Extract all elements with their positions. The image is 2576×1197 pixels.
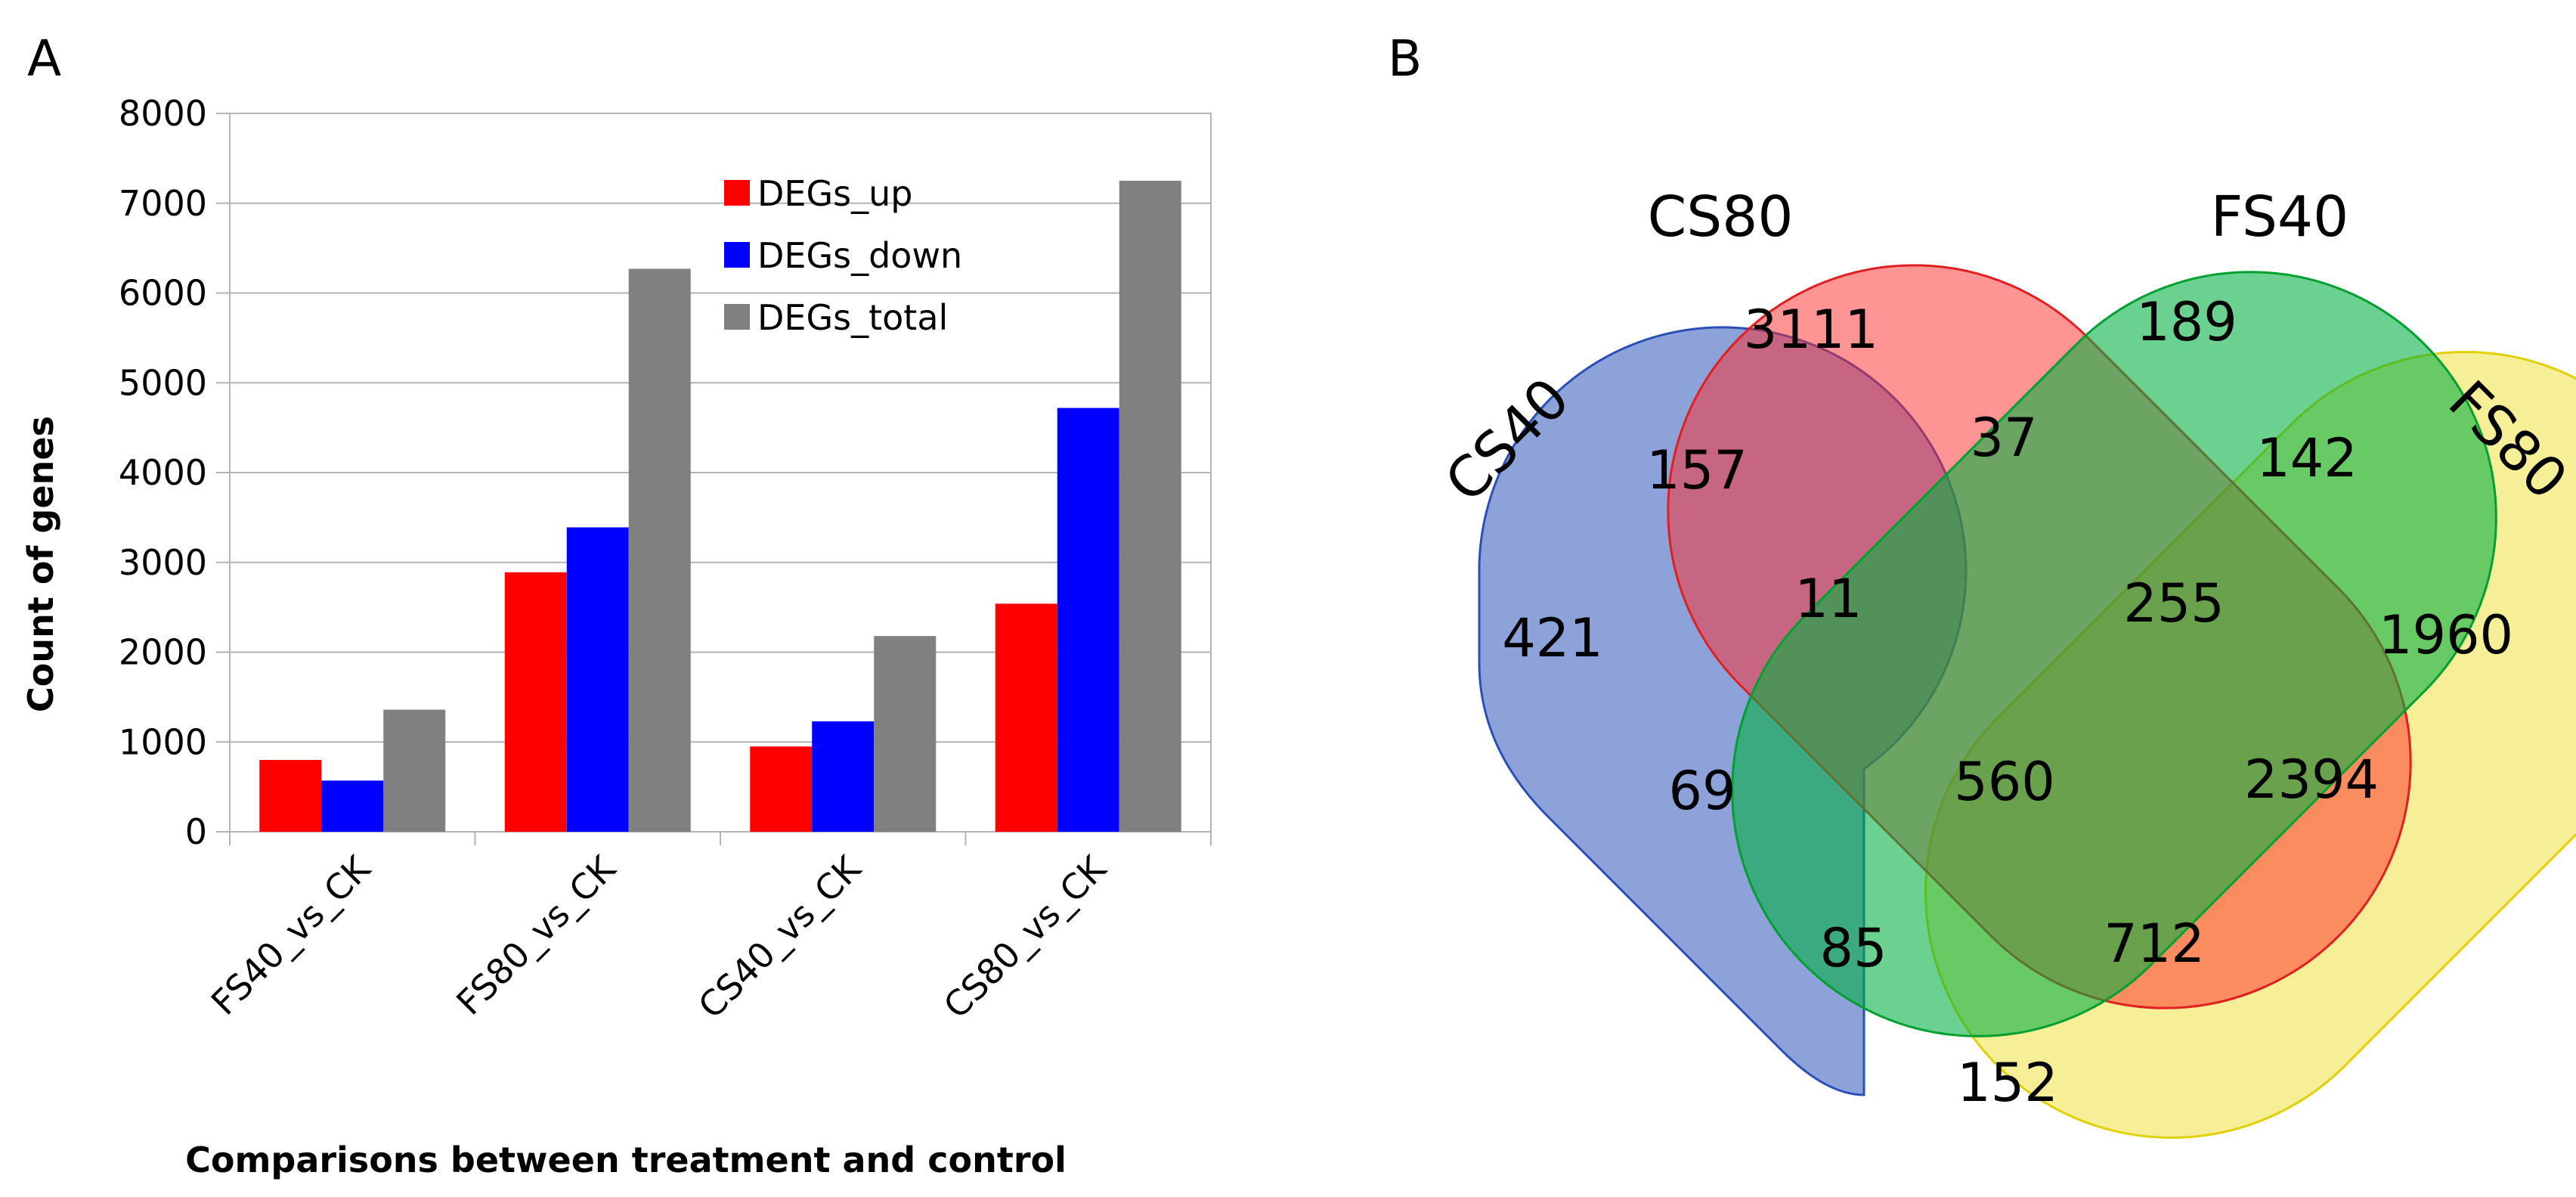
x-tick-label: FS80_vs_CK bbox=[448, 847, 624, 1022]
bar-DEGs_up-CS40_vs_CK bbox=[750, 746, 813, 832]
legend-swatch-DEGs_up bbox=[724, 180, 750, 206]
bar-chart-panel: A 0 1000 2000 3000 4000 5000 6000 7000 8000 FS40… bbox=[0, 0, 1240, 1197]
venn-region-cs80-fs80: 2394 bbox=[2244, 749, 2379, 811]
bars bbox=[259, 181, 1181, 832]
venn-region-cs80: 3111 bbox=[1744, 299, 1878, 361]
y-tick-label: 6000 bbox=[119, 273, 207, 314]
bar-chart: A 0 1000 2000 3000 4000 5000 6000 7000 8000 FS40… bbox=[20, 29, 1212, 1180]
legend-label-DEGs_total: DEGs_total bbox=[757, 297, 948, 338]
venn-panel: B CS80 FS40 CS40 FS80 3111 bbox=[1240, 0, 2576, 1197]
bar-DEGs_down-CS40_vs_CK bbox=[812, 721, 875, 832]
panel-label-b: B bbox=[1388, 29, 1422, 88]
x-tick-label: CS40_vs_CK bbox=[690, 847, 869, 1026]
venn-region-fs40: 189 bbox=[2136, 291, 2237, 353]
x-tick-label: FS40_vs_CK bbox=[203, 847, 379, 1022]
venn-label-fs40: FS40 bbox=[2211, 185, 2348, 250]
y-tick-label: 5000 bbox=[119, 362, 207, 403]
venn-region-cs40-cs80: 157 bbox=[1646, 439, 1748, 501]
legend-swatch-DEGs_total bbox=[724, 304, 750, 330]
bar-DEGs_total-FS80_vs_CK bbox=[628, 268, 691, 832]
y-tick-label: 7000 bbox=[119, 183, 207, 224]
y-tick-label: 1000 bbox=[119, 721, 207, 762]
legend-label-DEGs_up: DEGs_up bbox=[757, 173, 912, 214]
bar-DEGs_down-FS80_vs_CK bbox=[566, 527, 629, 832]
venn-region-cs80-fs40-fs80: 255 bbox=[2123, 572, 2225, 634]
venn-region-cs40-cs80-fs80: 712 bbox=[2104, 913, 2205, 975]
y-tick-label: 4000 bbox=[119, 452, 207, 493]
venn-region-all: 560 bbox=[1954, 751, 2055, 813]
bar-DEGs_total-CS40_vs_CK bbox=[874, 636, 937, 832]
venn-region-fs80: 1960 bbox=[2379, 604, 2513, 666]
venn-region-fs40-fs80: 142 bbox=[2256, 427, 2358, 489]
legend-label-DEGs_down: DEGs_down bbox=[757, 235, 962, 276]
y-axis-title: Count of genes bbox=[20, 416, 61, 712]
venn-region-cs40-fs40-fs80: 85 bbox=[1819, 917, 1887, 979]
y-tick-label: 8000 bbox=[119, 93, 207, 134]
x-axis-title: Comparisons between treatment and contro… bbox=[185, 1140, 1067, 1180]
venn-set-fs40 bbox=[1731, 271, 2497, 1037]
venn-diagram: B CS80 FS40 CS40 FS80 3111 bbox=[1388, 29, 2576, 1139]
bar-DEGs_total-FS40_vs_CK bbox=[383, 709, 446, 832]
venn-region-cs40: 421 bbox=[1502, 607, 1603, 669]
bar-DEGs_up-CS80_vs_CK bbox=[995, 603, 1057, 832]
x-axis-ticks: FS40_vs_CK FS80_vs_CK CS40_vs_CK CS80_vs_CK bbox=[203, 832, 1212, 1026]
panel-label-a: A bbox=[27, 29, 61, 88]
venn-region-cs40-fs80: 152 bbox=[1957, 1052, 2058, 1114]
legend-swatch-DEGs_down bbox=[724, 242, 750, 268]
y-axis-ticks: 0 1000 2000 3000 4000 5000 6000 7000 8000 bbox=[119, 93, 230, 852]
bar-DEGs_up-FS40_vs_CK bbox=[259, 760, 322, 832]
y-tick-label: 0 bbox=[185, 811, 207, 852]
venn-region-cs40-cs80-fs40: 11 bbox=[1794, 568, 1862, 630]
y-tick-label: 3000 bbox=[119, 542, 207, 583]
bar-DEGs_up-FS80_vs_CK bbox=[504, 572, 567, 832]
venn-region-cs40-fs40: 69 bbox=[1668, 760, 1735, 822]
legend: DEGs_up DEGs_down DEGs_total bbox=[724, 173, 962, 338]
venn-label-cs80: CS80 bbox=[1648, 185, 1794, 250]
bar-DEGs_total-CS80_vs_CK bbox=[1119, 181, 1181, 832]
y-tick-label: 2000 bbox=[119, 632, 207, 673]
x-tick-label: CS80_vs_CK bbox=[936, 847, 1115, 1026]
venn-region-cs80-fs40: 37 bbox=[1970, 407, 2037, 469]
bar-DEGs_down-CS80_vs_CK bbox=[1057, 408, 1119, 832]
bar-DEGs_down-FS40_vs_CK bbox=[321, 780, 384, 832]
